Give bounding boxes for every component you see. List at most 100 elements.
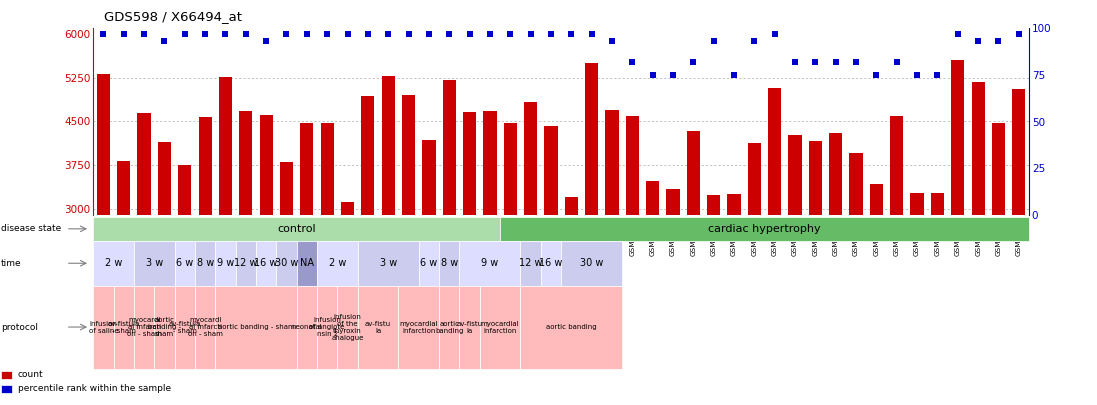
Point [1010, 31, 1028, 37]
Point [94, 31, 112, 37]
Text: percentile rank within the sample: percentile rank within the sample [18, 384, 171, 393]
Bar [463, 112, 476, 384]
Text: disease state: disease state [1, 224, 61, 233]
Bar [199, 117, 212, 384]
Text: protocol: protocol [1, 322, 38, 332]
Point [705, 38, 723, 45]
Text: 8 w: 8 w [441, 258, 457, 268]
Text: aortic banding - sham: aortic banding - sham [217, 324, 294, 330]
Bar [137, 113, 150, 384]
Bar [402, 95, 415, 384]
Point [542, 31, 559, 37]
Text: aortic banding: aortic banding [546, 324, 597, 330]
Text: aortic
banding: aortic banding [436, 320, 463, 334]
Text: 9 w: 9 w [482, 258, 498, 268]
Point [482, 31, 499, 37]
Text: NA: NA [299, 258, 314, 268]
Text: count: count [18, 370, 43, 379]
Bar [219, 77, 233, 384]
Point [908, 72, 926, 78]
Bar [361, 96, 374, 384]
Text: time: time [1, 259, 22, 268]
Bar [178, 165, 191, 384]
Bar [442, 80, 456, 384]
Point [420, 31, 438, 37]
Bar [301, 123, 314, 384]
Point [847, 59, 864, 65]
Point [644, 72, 661, 78]
Text: 2 w: 2 w [105, 258, 122, 268]
Text: 12 w: 12 w [519, 258, 542, 268]
Text: 6 w: 6 w [177, 258, 193, 268]
Text: 8 w: 8 w [196, 258, 214, 268]
Text: 16 w: 16 w [540, 258, 563, 268]
Text: 16 w: 16 w [255, 258, 278, 268]
Bar [646, 181, 659, 384]
Point [278, 31, 295, 37]
Bar [727, 194, 740, 384]
Text: 30 w: 30 w [580, 258, 603, 268]
Point [887, 59, 905, 65]
Bar [565, 196, 578, 384]
Point [461, 31, 478, 37]
Bar [768, 88, 781, 384]
Point [970, 38, 987, 45]
Text: myocardi
al infarcti
on - sham: myocardi al infarcti on - sham [188, 317, 223, 337]
Text: infusion
of the
thyroxin
analogue: infusion of the thyroxin analogue [331, 313, 364, 341]
Point [746, 38, 764, 45]
Text: 9 w: 9 w [217, 258, 234, 268]
Bar [951, 60, 964, 384]
Text: av-fistula
- sham: av-fistula - sham [169, 320, 201, 334]
Bar [666, 189, 680, 384]
Bar [504, 123, 517, 384]
Bar [544, 126, 557, 384]
Text: 6 w: 6 w [420, 258, 438, 268]
Bar [748, 143, 761, 384]
Bar [260, 115, 273, 384]
Point [318, 31, 336, 37]
Point [135, 31, 152, 37]
Point [399, 31, 417, 37]
Bar [789, 135, 802, 384]
Bar [382, 76, 395, 384]
Bar [422, 140, 436, 384]
Text: av-fistu
la: av-fistu la [456, 320, 483, 334]
Point [949, 31, 966, 37]
Point [115, 31, 133, 37]
Point [258, 38, 275, 45]
Bar [158, 143, 171, 384]
Point [156, 38, 173, 45]
Bar [117, 161, 131, 384]
Text: GDS598 / X66494_at: GDS598 / X66494_at [104, 10, 242, 23]
Bar [97, 75, 110, 384]
Text: myocardial
infarction: myocardial infarction [399, 320, 438, 334]
Bar [687, 131, 700, 384]
Bar [911, 192, 924, 384]
Point [380, 31, 397, 37]
Point [237, 31, 255, 37]
Point [725, 72, 743, 78]
Point [441, 31, 459, 37]
Point [868, 72, 885, 78]
Bar [280, 162, 293, 384]
Point [196, 31, 214, 37]
Point [217, 31, 235, 37]
Bar [1013, 90, 1026, 384]
Point [501, 31, 519, 37]
Bar [972, 82, 985, 384]
Text: 12 w: 12 w [234, 258, 258, 268]
Text: neonatal: neonatal [292, 324, 323, 330]
Bar [524, 102, 538, 384]
Bar [606, 111, 619, 384]
Bar [484, 111, 497, 384]
Text: infusion
of saline: infusion of saline [89, 320, 118, 334]
Point [522, 31, 540, 37]
Point [787, 59, 804, 65]
Point [339, 31, 357, 37]
Text: myocardial
infarction: myocardial infarction [480, 320, 519, 334]
Bar [708, 196, 721, 384]
Point [827, 59, 845, 65]
Point [563, 31, 580, 37]
Bar [849, 153, 862, 384]
Bar [931, 192, 945, 384]
